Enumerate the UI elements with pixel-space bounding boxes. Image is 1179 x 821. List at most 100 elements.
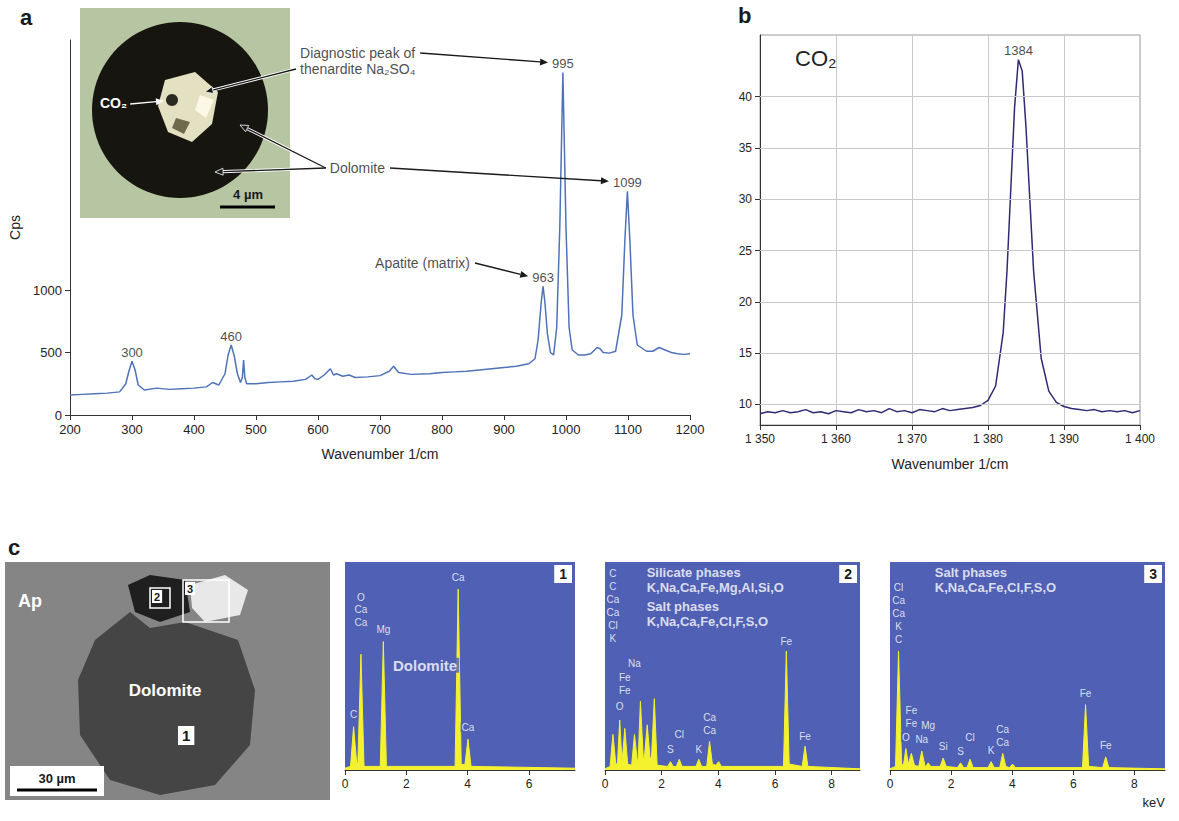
svg-text:Fe: Fe (1080, 688, 1092, 699)
svg-text:2: 2 (844, 566, 852, 582)
svg-text:C: C (609, 581, 616, 592)
svg-text:S: S (667, 744, 674, 755)
svg-text:963: 963 (532, 270, 554, 285)
svg-text:1100: 1100 (614, 422, 642, 437)
svg-text:Ca: Ca (452, 572, 465, 583)
svg-text:30 µm: 30 µm (38, 771, 75, 786)
svg-text:35: 35 (739, 141, 753, 155)
svg-text:1384: 1384 (1004, 43, 1033, 58)
svg-text:Salt phases: Salt phases (935, 565, 1007, 580)
svg-text:Wavenumber 1/cm: Wavenumber 1/cm (892, 456, 1009, 472)
svg-text:500: 500 (40, 345, 62, 360)
svg-text:Cl: Cl (894, 582, 903, 593)
svg-text:Ca: Ca (892, 595, 905, 606)
svg-text:4: 4 (715, 777, 722, 791)
svg-text:0: 0 (55, 408, 62, 423)
svg-text:4: 4 (1009, 777, 1016, 791)
svg-text:0: 0 (602, 777, 609, 791)
svg-text:c: c (8, 535, 20, 560)
svg-text:1 400: 1 400 (1125, 432, 1155, 446)
svg-text:Ca: Ca (355, 604, 368, 615)
svg-text:thenardite Na₂SO₄: thenardite Na₂SO₄ (300, 61, 416, 77)
svg-text:Dolomite: Dolomite (129, 681, 202, 700)
svg-text:Ca: Ca (607, 607, 620, 618)
svg-text:900: 900 (493, 422, 515, 437)
svg-text:8: 8 (1131, 777, 1138, 791)
svg-text:b: b (738, 3, 751, 28)
svg-text:Silicate phases: Silicate phases (647, 565, 741, 580)
svg-text:1 350: 1 350 (745, 432, 775, 446)
svg-text:995: 995 (552, 56, 574, 71)
svg-text:4 µm: 4 µm (233, 187, 263, 202)
svg-text:2: 2 (403, 777, 410, 791)
svg-text:200: 200 (59, 422, 81, 437)
svg-text:Dolomite: Dolomite (393, 657, 457, 674)
svg-text:1 390: 1 390 (1049, 432, 1079, 446)
svg-text:3: 3 (1149, 566, 1157, 582)
svg-text:K: K (895, 621, 902, 632)
svg-text:4: 4 (464, 777, 471, 791)
svg-text:Diagnostic peak of: Diagnostic peak of (300, 45, 415, 61)
svg-text:1200: 1200 (676, 422, 705, 437)
svg-text:3: 3 (187, 583, 193, 595)
svg-text:Fe: Fe (906, 718, 918, 729)
svg-text:Fe: Fe (780, 636, 792, 647)
svg-text:6: 6 (526, 777, 533, 791)
svg-text:K: K (988, 745, 995, 756)
svg-text:Fe: Fe (619, 672, 631, 683)
svg-text:8: 8 (828, 777, 835, 791)
svg-text:CO₂: CO₂ (795, 46, 837, 71)
svg-text:25: 25 (739, 244, 753, 258)
svg-text:300: 300 (121, 422, 143, 437)
svg-text:Ca: Ca (892, 608, 905, 619)
svg-text:1 360: 1 360 (821, 432, 851, 446)
svg-text:K,Na,Ca,Fe,Cl,F,S,O: K,Na,Ca,Fe,Cl,F,S,O (935, 580, 1056, 595)
svg-text:800: 800 (431, 422, 453, 437)
svg-text:K,Na,Ca,Fe,Mg,Al,Si,O: K,Na,Ca,Fe,Mg,Al,Si,O (647, 580, 784, 595)
svg-text:Fe: Fe (906, 705, 918, 716)
svg-text:Ca: Ca (703, 725, 716, 736)
svg-text:C: C (609, 568, 616, 579)
svg-text:K: K (610, 633, 617, 644)
svg-text:O: O (902, 732, 910, 743)
svg-text:O: O (357, 592, 365, 603)
svg-text:CO₂: CO₂ (100, 95, 127, 111)
svg-text:Fe: Fe (1100, 740, 1112, 751)
svg-text:K,Na,Ca,Fe,Cl,F,S,O: K,Na,Ca,Fe,Cl,F,S,O (647, 614, 768, 629)
svg-text:0: 0 (887, 777, 894, 791)
svg-text:1 370: 1 370 (897, 432, 927, 446)
svg-text:30: 30 (739, 192, 753, 206)
svg-text:Ca: Ca (703, 712, 716, 723)
svg-text:0: 0 (342, 777, 349, 791)
svg-text:Fe: Fe (799, 731, 811, 742)
svg-text:1: 1 (559, 566, 567, 582)
svg-text:Mg: Mg (921, 720, 935, 731)
svg-text:1000: 1000 (33, 283, 62, 298)
svg-text:Dolomite: Dolomite (330, 160, 385, 176)
svg-text:Ca: Ca (996, 737, 1009, 748)
svg-text:400: 400 (183, 422, 205, 437)
svg-text:Cl: Cl (675, 729, 684, 740)
svg-text:300: 300 (121, 345, 143, 360)
svg-text:Cps: Cps (7, 215, 23, 240)
svg-text:1 380: 1 380 (973, 432, 1003, 446)
svg-text:40: 40 (739, 90, 753, 104)
svg-text:Fe: Fe (619, 685, 631, 696)
svg-text:700: 700 (369, 422, 391, 437)
svg-text:Salt phases: Salt phases (647, 599, 719, 614)
svg-text:Ap: Ap (18, 591, 42, 611)
svg-text:Na: Na (915, 734, 928, 745)
svg-text:Ca: Ca (462, 722, 475, 733)
svg-text:K: K (695, 744, 702, 755)
svg-text:2: 2 (658, 777, 665, 791)
svg-text:C: C (350, 709, 357, 720)
svg-text:500: 500 (245, 422, 267, 437)
svg-text:Ca: Ca (355, 617, 368, 628)
svg-text:Ca: Ca (607, 594, 620, 605)
svg-text:460: 460 (220, 329, 242, 344)
svg-text:1000: 1000 (552, 422, 581, 437)
svg-text:Apatite (matrix): Apatite (matrix) (375, 255, 470, 271)
svg-text:Mg: Mg (376, 624, 390, 635)
svg-text:Wavenumber 1/cm: Wavenumber 1/cm (322, 446, 439, 462)
svg-text:Na: Na (628, 658, 641, 669)
